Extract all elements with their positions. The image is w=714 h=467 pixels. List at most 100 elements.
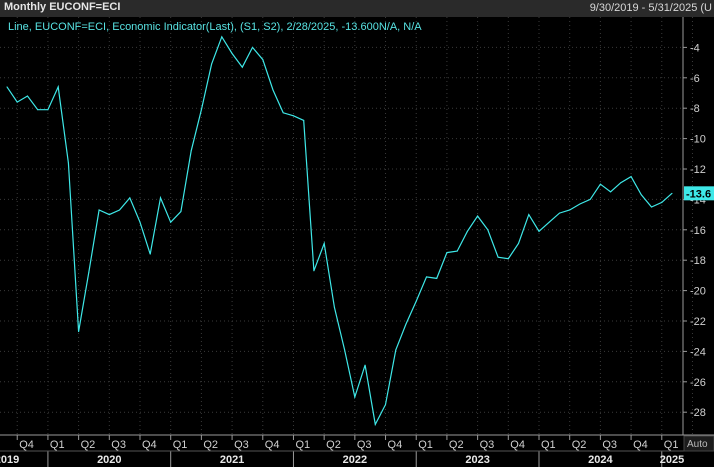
data-point: [200, 109, 202, 111]
data-point: [640, 194, 642, 196]
data-point: [313, 270, 315, 272]
quarter-label: Q1: [541, 439, 556, 451]
y-tick-label: -20: [690, 286, 706, 298]
data-point: [16, 101, 18, 103]
data-point: [47, 109, 49, 111]
quarter-label: Q4: [510, 439, 525, 451]
date-range[interactable]: 9/30/2019 - 5/31/2025 (U: [589, 2, 712, 14]
data-point: [180, 211, 182, 213]
y-tick-label: -28: [690, 407, 706, 419]
quarter-label: Q2: [326, 439, 341, 451]
data-point: [671, 192, 673, 194]
y-tick-label: -22: [690, 316, 706, 328]
quarter-label: Q4: [633, 439, 648, 451]
data-point: [119, 209, 121, 211]
quarter-label: Q1: [418, 439, 433, 451]
series-layer: [6, 35, 673, 427]
data-point: [37, 109, 39, 111]
y-tick-label: -12: [690, 164, 706, 176]
year-label: 2020: [97, 454, 121, 466]
data-point: [579, 203, 581, 205]
quarter-label: Q2: [81, 439, 96, 451]
quarter-label: Q3: [234, 439, 249, 451]
year-label: 2019: [0, 454, 19, 466]
data-point: [303, 119, 305, 121]
data-point: [528, 214, 530, 216]
data-point: [108, 214, 110, 216]
data-point: [241, 66, 243, 68]
data-point: [129, 197, 131, 199]
data-point: [569, 209, 571, 211]
data-point: [78, 331, 80, 333]
year-label: 2021: [220, 454, 244, 466]
data-point: [26, 95, 28, 97]
data-point: [88, 271, 90, 273]
data-point: [67, 162, 69, 164]
data-point: [98, 209, 100, 211]
data-point: [538, 230, 540, 232]
data-point: [558, 212, 560, 214]
quarter-label: Q3: [480, 439, 495, 451]
y-tick-label: -8: [690, 103, 700, 115]
data-point: [262, 59, 264, 61]
data-point: [630, 176, 632, 178]
data-point: [395, 349, 397, 351]
quarter-label: Q4: [265, 439, 280, 451]
data-point: [477, 215, 479, 217]
data-point: [252, 46, 254, 48]
data-point: [282, 112, 284, 114]
data-point: [518, 242, 520, 244]
data-point: [507, 258, 509, 260]
data-point: [364, 364, 366, 366]
y-tick-label: -16: [690, 225, 706, 237]
data-point: [548, 221, 550, 223]
data-point: [610, 191, 612, 193]
data-point: [231, 52, 233, 54]
last-value-label: -13.6: [686, 188, 711, 200]
quarter-label: Q2: [203, 439, 218, 451]
series-legend[interactable]: Line, EUCONF=ECI, Economic Indicator(Las…: [8, 21, 422, 33]
data-point: [139, 221, 141, 223]
quarter-label: Q2: [572, 439, 587, 451]
data-point: [599, 183, 601, 185]
last-value-tag: [684, 186, 714, 201]
data-point: [221, 36, 223, 38]
data-point: [190, 150, 192, 152]
data-point: [159, 197, 161, 199]
data-point: [6, 86, 8, 88]
data-point: [487, 229, 489, 231]
data-point: [354, 396, 356, 398]
y-tick-label: -6: [690, 73, 700, 85]
y-tick-label: -24: [690, 346, 706, 358]
year-label: 2023: [465, 454, 489, 466]
data-point: [425, 276, 427, 278]
line-chart: Line, EUCONF=ECI, Economic Indicator(Las…: [0, 17, 714, 467]
y-tick-label: -18: [690, 255, 706, 267]
grid-lines: [0, 17, 693, 435]
data-point: [211, 63, 213, 65]
quarter-label: Q4: [19, 439, 34, 451]
data-point: [333, 306, 335, 308]
quarter-label: Q1: [50, 439, 65, 451]
quarter-label: Q1: [664, 439, 679, 451]
y-tick-label: -4: [690, 42, 700, 54]
data-point: [456, 250, 458, 252]
data-point: [385, 404, 387, 406]
series-line: [6, 35, 673, 427]
chart-header-bar: Monthly EUCONF=ECI 9/30/2019 - 5/31/2025…: [0, 0, 714, 17]
data-point: [497, 256, 499, 258]
data-point: [272, 89, 274, 91]
y-tick-label: -10: [690, 134, 706, 146]
data-point: [436, 277, 438, 279]
data-point: [292, 115, 294, 117]
data-point: [466, 230, 468, 232]
x-axis: Q4 Q1 Q2 Q3 Q4 Q1 Q2 Q3 Q4 Q1 Q2 Q3 Q4 Q1 Q2 Q3 Q4 Q1 Q2 Q3…: [0, 434, 714, 467]
data-point: [415, 300, 417, 302]
auto-label: Auto: [687, 439, 708, 450]
quarter-label: Q2: [449, 439, 464, 451]
data-point: [589, 198, 591, 200]
quarter-label: Q1: [295, 439, 310, 451]
year-label: 2025: [660, 454, 684, 466]
year-label: 2024: [588, 454, 613, 466]
auto-button: [683, 435, 714, 452]
